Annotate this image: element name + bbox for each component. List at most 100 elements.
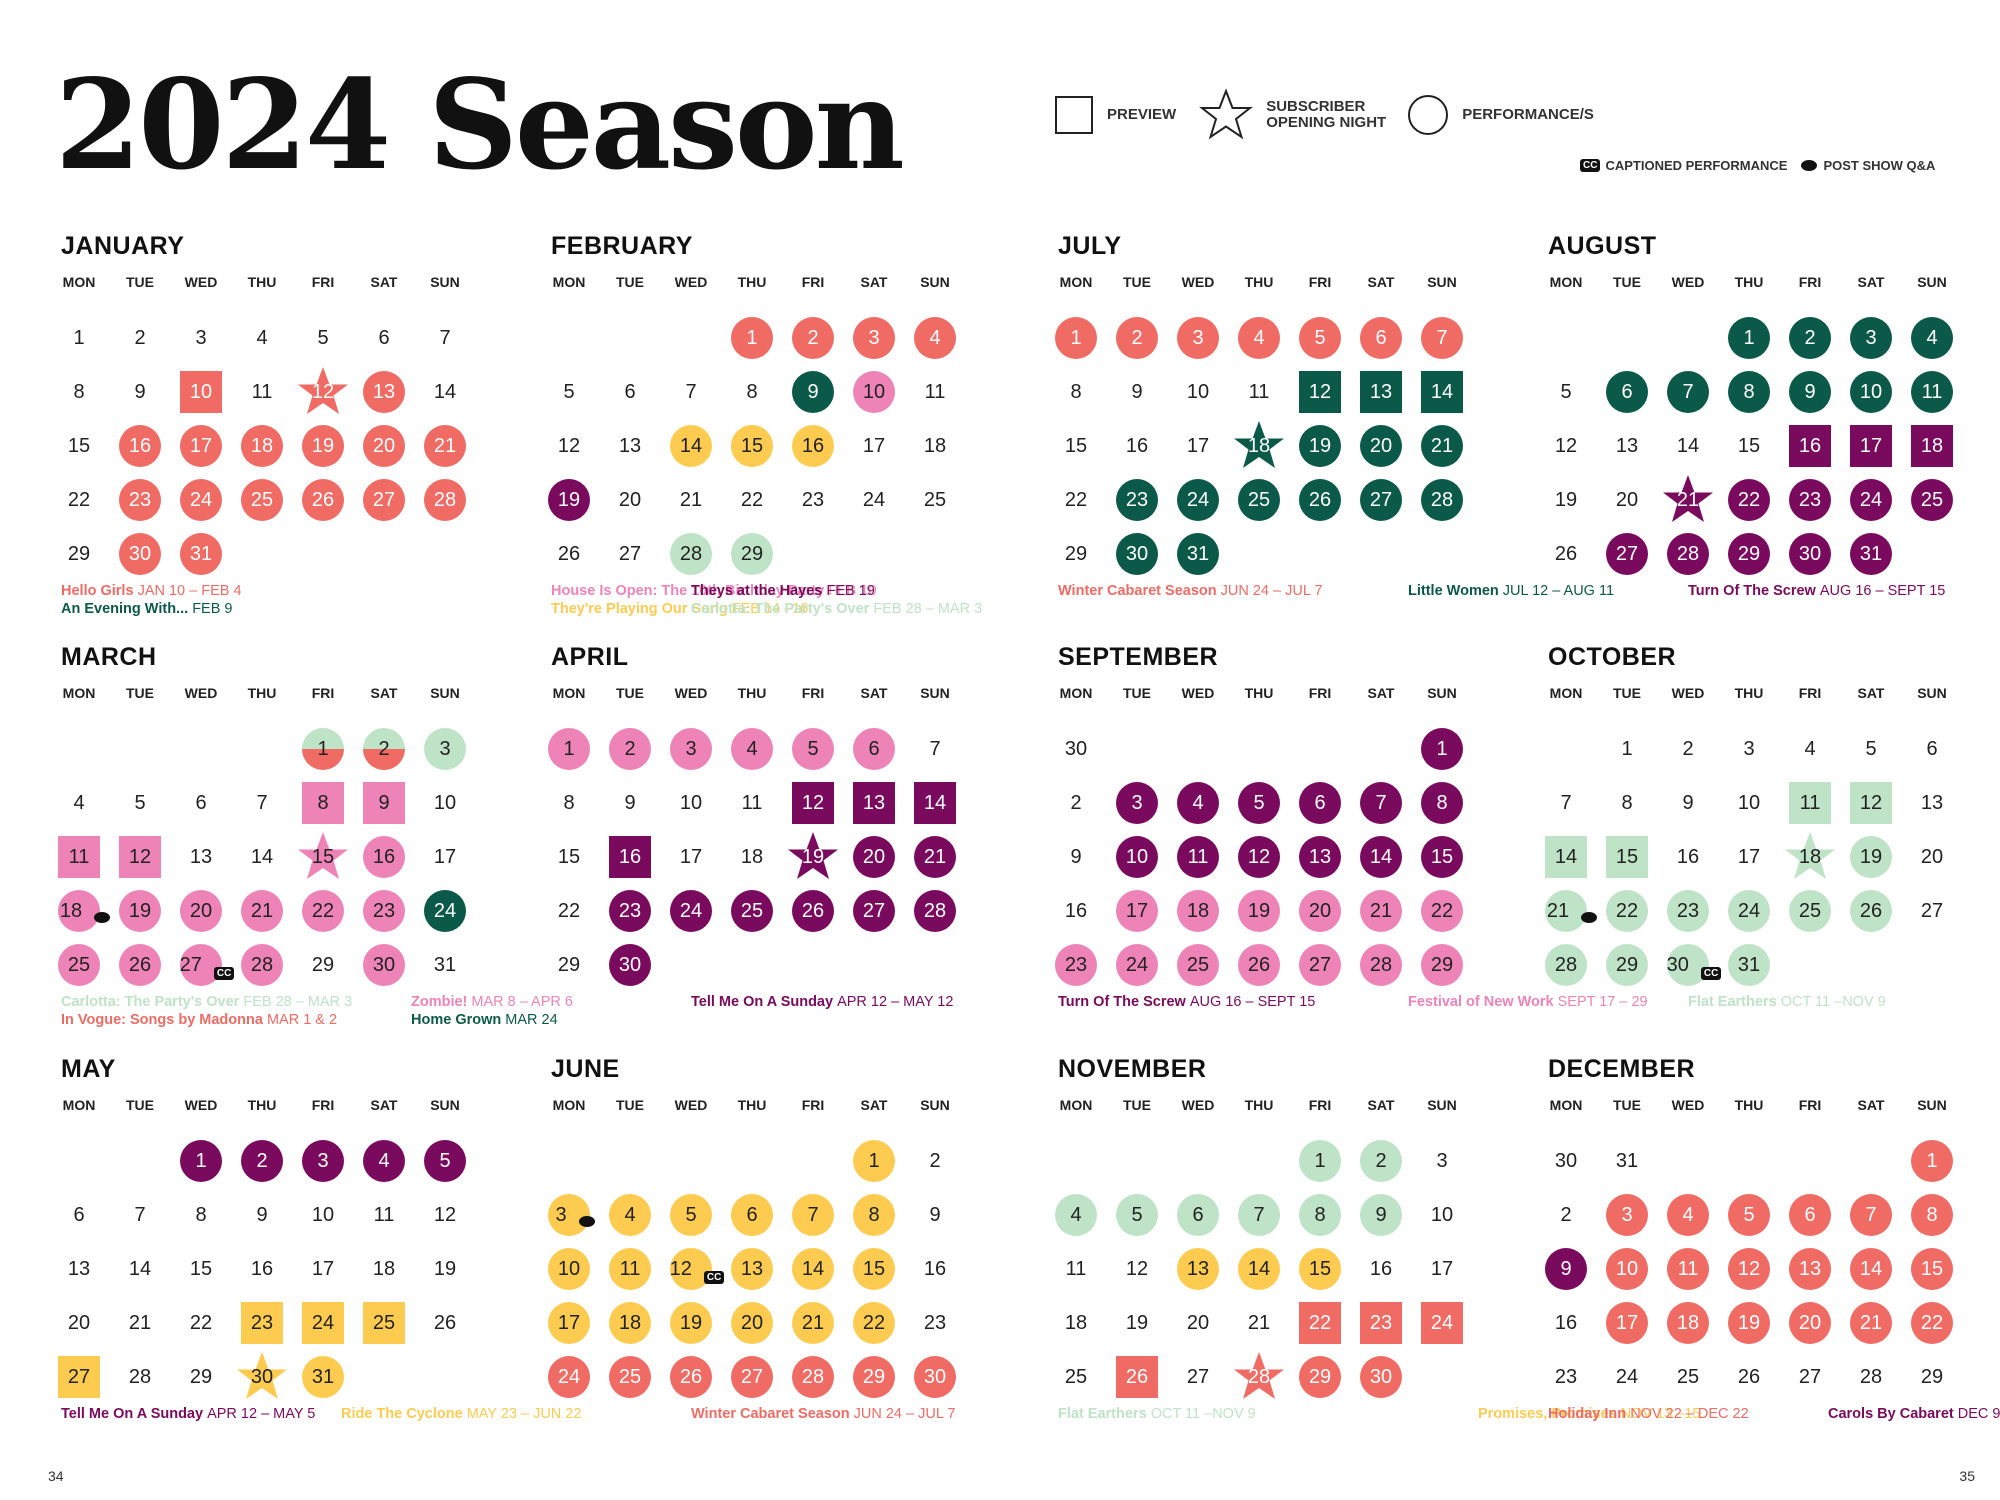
calendar-day[interactable]: 12 [792,782,834,824]
calendar-day[interactable]: 14 [670,425,712,467]
calendar-day[interactable]: 11 [363,1194,405,1236]
calendar-day[interactable]: 28 [1545,944,1587,986]
calendar-day[interactable]: 9 [792,371,834,413]
calendar-day[interactable]: 29 [1606,944,1648,986]
calendar-day[interactable]: 9 [363,782,405,824]
calendar-day[interactable]: 12 [1545,425,1587,467]
calendar-day[interactable]: 21 [424,425,466,467]
calendar-day[interactable]: 21 [241,890,283,932]
calendar-day[interactable]: 15 [731,425,773,467]
calendar-day[interactable]: 19 [1299,425,1341,467]
calendar-day[interactable]: 6 [1911,728,1953,770]
calendar-day[interactable]: 10 [1177,371,1219,413]
calendar-day[interactable]: 9 [119,371,161,413]
calendar-day[interactable]: 15 [1299,1248,1341,1290]
calendar-day[interactable]: 12 [1116,1248,1158,1290]
calendar-day[interactable]: 7 [1238,1194,1280,1236]
calendar-day[interactable]: 13 [363,371,405,413]
calendar-day[interactable]: 30 [1360,1356,1402,1398]
calendar-day[interactable]: 13 [1911,782,1953,824]
calendar-day[interactable]: 4 [1055,1194,1097,1236]
calendar-day[interactable]: 23 [1360,1302,1402,1344]
calendar-day[interactable]: 26 [424,1302,466,1344]
calendar-day[interactable]: 7 [119,1194,161,1236]
calendar-day[interactable]: 27 [853,890,895,932]
calendar-day[interactable]: 23 [241,1302,283,1344]
calendar-day[interactable]: 26 [1116,1356,1158,1398]
calendar-day[interactable]: 30 [119,533,161,575]
calendar-day[interactable]: 22 [1606,890,1648,932]
calendar-day[interactable]: 16 [1789,425,1831,467]
calendar-day[interactable]: 31 [302,1356,344,1398]
calendar-day[interactable]: 8 [1728,371,1770,413]
calendar-day[interactable]: 23 [1789,479,1831,521]
calendar-day[interactable]: 27 [1177,1356,1219,1398]
calendar-day[interactable]: 18 [1667,1302,1709,1344]
calendar-day[interactable]: 13 [609,425,651,467]
calendar-day[interactable]: 2 [241,1140,283,1182]
calendar-day[interactable]: 15 [1421,836,1463,878]
calendar-day[interactable]: 25 [1055,1356,1097,1398]
calendar-day[interactable]: 11 [1177,836,1219,878]
calendar-day[interactable]: 20 [853,836,895,878]
calendar-day[interactable]: 22 [1911,1302,1953,1344]
calendar-day[interactable]: 10 [1421,1194,1463,1236]
calendar-day[interactable]: 24 [424,890,466,932]
calendar-day[interactable]: 15 [853,1248,895,1290]
calendar-day[interactable]: 29 [58,533,100,575]
calendar-day[interactable]: 29 [302,944,344,986]
calendar-day[interactable]: 7 [670,371,712,413]
calendar-day[interactable]: 11 [914,371,956,413]
calendar-day[interactable]: 10 [1116,836,1158,878]
calendar-day[interactable]: 12 [548,425,590,467]
calendar-day[interactable]: 31 [1606,1140,1648,1182]
calendar-day[interactable]: 18 [914,425,956,467]
calendar-day[interactable]: 23 [1545,1356,1587,1398]
calendar-day[interactable]: 24 [1606,1356,1648,1398]
calendar-day[interactable]: 3 [424,728,466,770]
calendar-day[interactable]: 8 [1055,371,1097,413]
calendar-day[interactable]: 17 [180,425,222,467]
calendar-day[interactable]: 24 [853,479,895,521]
calendar-day[interactable]: 27 [1606,533,1648,575]
calendar-day[interactable]: 23 [1116,479,1158,521]
calendar-day[interactable]: 15 [1606,836,1648,878]
calendar-day[interactable]: 12 [1850,782,1892,824]
calendar-day[interactable]: 9 [1360,1194,1402,1236]
calendar-day[interactable]: 28 [1667,533,1709,575]
calendar-day[interactable]: 15 [58,425,100,467]
calendar-day[interactable]: 3 [670,728,712,770]
calendar-day[interactable]: 11 [609,1248,651,1290]
calendar-day[interactable]: 18 [1234,421,1284,468]
calendar-day[interactable]: 14 [1545,836,1587,878]
calendar-day[interactable]: 4 [1911,317,1953,359]
calendar-day[interactable]: 23 [792,479,834,521]
calendar-day[interactable]: 9 [241,1194,283,1236]
calendar-day[interactable]: 1 [1606,728,1648,770]
calendar-day[interactable]: 8 [548,782,590,824]
calendar-day[interactable]: 14 [424,371,466,413]
calendar-day[interactable]: 24 [1421,1302,1463,1344]
calendar-day[interactable]: 11 [731,782,773,824]
calendar-day[interactable]: 20 [1177,1302,1219,1344]
calendar-day[interactable]: 23 [363,890,405,932]
calendar-day[interactable]: 14 [119,1248,161,1290]
calendar-day[interactable]: 11 [1911,371,1953,413]
calendar-day[interactable]: 31 [1177,533,1219,575]
calendar-day[interactable]: 10 [1728,782,1770,824]
calendar-day[interactable]: 8 [731,371,773,413]
calendar-day[interactable]: 20 [1789,1302,1831,1344]
calendar-day[interactable]: 15 [548,836,590,878]
calendar-day[interactable]: 1 [731,317,773,359]
calendar-day[interactable]: 6 [58,1194,100,1236]
calendar-day[interactable]: 16 [1055,890,1097,932]
calendar-day[interactable]: 4 [609,1194,651,1236]
calendar-day[interactable]: 21 [119,1302,161,1344]
calendar-day[interactable]: 4 [914,317,956,359]
calendar-day[interactable]: 26 [1299,479,1341,521]
calendar-day[interactable]: 11 [1238,371,1280,413]
calendar-day[interactable]: 10 [302,1194,344,1236]
calendar-day[interactable]: 27 [58,1356,100,1398]
calendar-day[interactable]: 26 [302,479,344,521]
calendar-day[interactable]: 7 [241,782,283,824]
